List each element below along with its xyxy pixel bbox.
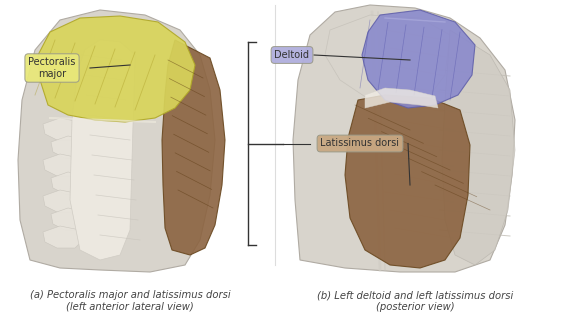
Text: (b) Left deltoid and left latissimus dorsi
(posterior view): (b) Left deltoid and left latissimus dor… <box>317 290 513 312</box>
Polygon shape <box>162 40 225 255</box>
Polygon shape <box>345 95 470 268</box>
Polygon shape <box>43 154 83 176</box>
Polygon shape <box>70 40 135 260</box>
Text: (a) Pectoralis major and latissimus dorsi
(left anterior lateral view): (a) Pectoralis major and latissimus dors… <box>30 290 230 312</box>
Polygon shape <box>51 172 91 194</box>
Text: Deltoid: Deltoid <box>274 50 310 60</box>
Polygon shape <box>51 136 91 158</box>
Polygon shape <box>293 5 515 272</box>
Polygon shape <box>43 118 83 140</box>
Polygon shape <box>325 15 450 105</box>
Polygon shape <box>18 10 215 272</box>
Text: Latissimus dorsi: Latissimus dorsi <box>320 138 399 149</box>
Polygon shape <box>365 88 438 108</box>
Polygon shape <box>43 226 83 248</box>
Text: Pectoralis
major: Pectoralis major <box>28 57 76 79</box>
Polygon shape <box>362 10 475 108</box>
Polygon shape <box>51 208 91 230</box>
Polygon shape <box>43 190 83 212</box>
Polygon shape <box>442 30 515 265</box>
Polygon shape <box>38 16 195 122</box>
